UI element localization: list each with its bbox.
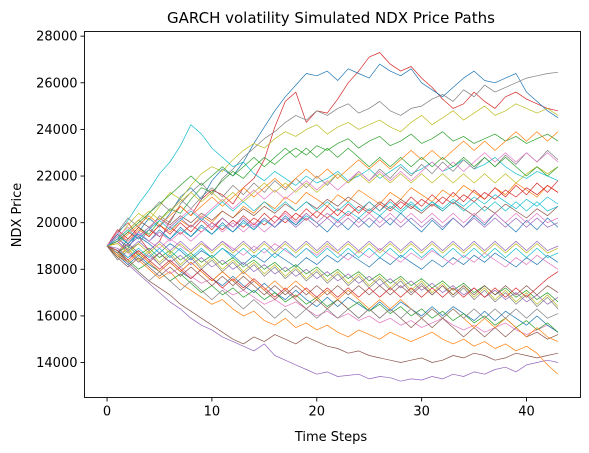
series-line-17 (106, 233, 559, 270)
y-axis-ticks: 14000 16000 18000 20000 22000 24000 26000 28000 (36, 30, 85, 371)
series-line-8 (106, 245, 559, 363)
series-line-10 (106, 240, 559, 335)
plot-frame (84, 31, 581, 398)
series-line-36 (106, 245, 559, 296)
series-line-3 (106, 71, 559, 251)
series-line-6 (106, 131, 559, 254)
y-tick-label: 26000 (36, 76, 77, 91)
y-tick-label: 22000 (36, 170, 77, 185)
series-line-5 (106, 124, 559, 247)
series-line-20 (106, 194, 559, 247)
series-line-11 (106, 236, 559, 270)
series-line-22 (106, 131, 559, 247)
series-line-30 (106, 245, 559, 258)
series-line-35 (106, 217, 559, 247)
y-tick-label: 16000 (36, 309, 77, 324)
series-line-31 (106, 212, 559, 247)
series-line-34 (106, 245, 559, 298)
series-line-39 (106, 243, 559, 254)
y-tick-label: 18000 (36, 263, 77, 278)
series-line-38 (106, 245, 559, 319)
series-line-2 (106, 63, 559, 258)
series-line-27 (106, 152, 559, 247)
x-tick-label: 30 (413, 405, 430, 420)
series-line-21 (106, 245, 559, 333)
series-line-14 (106, 185, 559, 247)
series-line-9 (106, 245, 559, 375)
series-line-19 (106, 245, 559, 307)
series-line-7 (106, 245, 559, 382)
series-line-32 (106, 245, 559, 342)
y-tick-label: 28000 (36, 30, 77, 45)
series-line-37 (106, 212, 559, 247)
chart-title: GARCH volatility Simulated NDX Price Pat… (167, 9, 495, 27)
x-tick-label: 10 (204, 405, 221, 420)
y-tick-label: 24000 (36, 123, 77, 138)
series-line-29 (106, 166, 559, 247)
y-axis-title: NDX Price (10, 183, 25, 248)
x-axis-ticks: 0 10 20 30 40 (103, 397, 535, 420)
series-line-4 (106, 103, 559, 247)
series-line-28 (106, 245, 559, 310)
x-tick-label: 0 (103, 405, 111, 420)
series-line-24 (106, 180, 559, 247)
x-tick-label: 40 (518, 405, 535, 420)
x-tick-label: 20 (308, 405, 325, 420)
series-line-40 (106, 201, 559, 247)
series-lines (106, 52, 559, 382)
y-tick-label: 14000 (36, 356, 77, 371)
series-line-25 (106, 240, 559, 251)
y-tick-label: 20000 (36, 216, 77, 231)
x-axis-title: Time Steps (294, 430, 368, 445)
series-line-33 (106, 147, 559, 247)
